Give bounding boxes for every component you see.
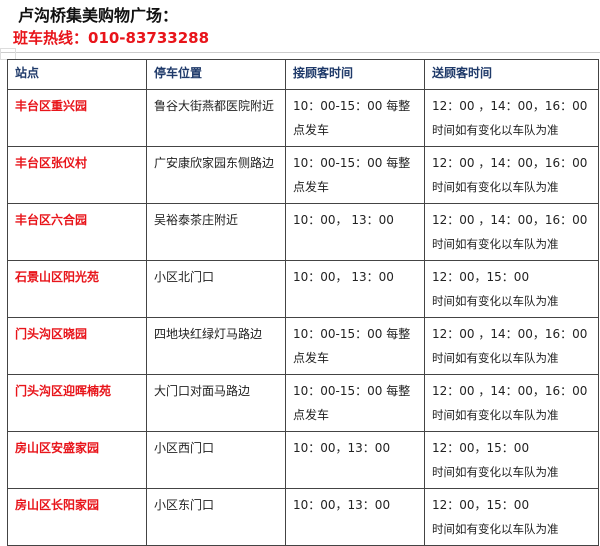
dropoff-cell: 12：00 ，14：00，16：00 时间如有变化以车队为准 (424, 374, 599, 432)
dropoff-cell: 12：00 ，14：00，16：00 时间如有变化以车队为准 (424, 317, 599, 375)
dropoff-note: 时间如有变化以车队为准 (432, 237, 559, 251)
table-row: 门头沟区晓园 四地块红绿灯马路边 10：00-15：00 每整点发车 12：00… (7, 317, 599, 375)
divider (0, 52, 600, 53)
shuttle-schedule-table: 站点 停车位置 接顾客时间 送顾客时间 丰台区重兴园 鲁谷大街燕都医院附近 10… (7, 59, 599, 546)
page-title: 卢沟桥集美购物广场： (18, 6, 179, 25)
parking-location: 四地块红绿灯马路边 (146, 317, 286, 375)
header-pickup: 接顾客时间 (285, 59, 425, 90)
station: 房山区安盛家园 (7, 431, 147, 489)
dropoff-time: 12：00，15：00 (432, 498, 530, 512)
station: 房山区长阳家园 (7, 488, 147, 546)
header-dropoff: 送顾客时间 (424, 59, 599, 90)
station: 丰台区张仪村 (7, 146, 147, 204)
dropoff-note: 时间如有变化以车队为准 (432, 522, 559, 536)
parking-location: 鲁谷大街燕都医院附近 (146, 89, 286, 147)
pickup-time: 10：00，13：00 (285, 488, 425, 546)
dropoff-time: 12：00 ，14：00，16：00 (432, 156, 588, 170)
dropoff-note: 时间如有变化以车队为准 (432, 180, 559, 194)
dropoff-time: 12：00 ，14：00，16：00 (432, 99, 588, 113)
dropoff-cell: 12：00，15：00 时间如有变化以车队为准 (424, 260, 599, 318)
dropoff-note: 时间如有变化以车队为准 (432, 294, 559, 308)
parking-location: 吴裕泰茶庄附近 (146, 203, 286, 261)
dropoff-time: 12：00 ，14：00，16：00 (432, 213, 588, 227)
dropoff-note: 时间如有变化以车队为准 (432, 408, 559, 422)
table-row: 房山区安盛家园 小区西门口 10：00，13：00 12：00，15：00 时间如… (7, 431, 599, 489)
station: 门头沟区晓园 (7, 317, 147, 375)
dropoff-cell: 12：00，15：00 时间如有变化以车队为准 (424, 488, 599, 546)
dropoff-time: 12：00 ，14：00，16：00 (432, 384, 588, 398)
table-row: 石景山区阳光苑 小区北门口 10：00， 13：00 12：00，15：00 时间… (7, 260, 599, 318)
header-location: 停车位置 (146, 59, 286, 90)
dropoff-cell: 12：00，15：00 时间如有变化以车队为准 (424, 431, 599, 489)
pickup-time: 10：00-15：00 每整点发车 (285, 374, 425, 432)
dropoff-cell: 12：00 ，14：00，16：00 时间如有变化以车队为准 (424, 203, 599, 261)
dropoff-note: 时间如有变化以车队为准 (432, 351, 559, 365)
table-row: 丰台区重兴园 鲁谷大街燕都医院附近 10：00-15：00 每整点发车 12：0… (7, 89, 599, 147)
pickup-time: 10：00-15：00 每整点发车 (285, 317, 425, 375)
station: 丰台区六合园 (7, 203, 147, 261)
dropoff-cell: 12：00 ，14：00，16：00 时间如有变化以车队为准 (424, 146, 599, 204)
pickup-time: 10：00-15：00 每整点发车 (285, 146, 425, 204)
pickup-time: 10：00-15：00 每整点发车 (285, 89, 425, 147)
station: 石景山区阳光苑 (7, 260, 147, 318)
dropoff-time: 12：00，15：00 (432, 441, 530, 455)
parking-location: 小区西门口 (146, 431, 286, 489)
dropoff-cell: 12：00 ，14：00，16：00 时间如有变化以车队为准 (424, 89, 599, 147)
parking-location: 小区东门口 (146, 488, 286, 546)
parking-location: 大门口对面马路边 (146, 374, 286, 432)
station: 丰台区重兴园 (7, 89, 147, 147)
parking-location: 广安康欣家园东侧路边 (146, 146, 286, 204)
table-row: 房山区长阳家园 小区东门口 10：00，13：00 12：00，15：00 时间如… (7, 488, 599, 546)
table-row: 门头沟区迎晖楠苑 大门口对面马路边 10：00-15：00 每整点发车 12：0… (7, 374, 599, 432)
hotline: 班车热线：010-83733288 (13, 29, 210, 47)
parking-location: 小区北门口 (146, 260, 286, 318)
dropoff-time: 12：00，15：00 (432, 270, 530, 284)
dropoff-note: 时间如有变化以车队为准 (432, 123, 559, 137)
table-row: 丰台区六合园 吴裕泰茶庄附近 10：00， 13：00 12：00 ，14：00… (7, 203, 599, 261)
table-header: 站点 停车位置 接顾客时间 送顾客时间 (7, 59, 599, 90)
dropoff-note: 时间如有变化以车队为准 (432, 465, 559, 479)
table-row: 丰台区张仪村 广安康欣家园东侧路边 10：00-15：00 每整点发车 12：0… (7, 146, 599, 204)
pickup-time: 10：00，13：00 (285, 431, 425, 489)
header-station: 站点 (7, 59, 147, 90)
pickup-time: 10：00， 13：00 (285, 260, 425, 318)
station: 门头沟区迎晖楠苑 (7, 374, 147, 432)
pickup-time: 10：00， 13：00 (285, 203, 425, 261)
dropoff-time: 12：00 ，14：00，16：00 (432, 327, 588, 341)
